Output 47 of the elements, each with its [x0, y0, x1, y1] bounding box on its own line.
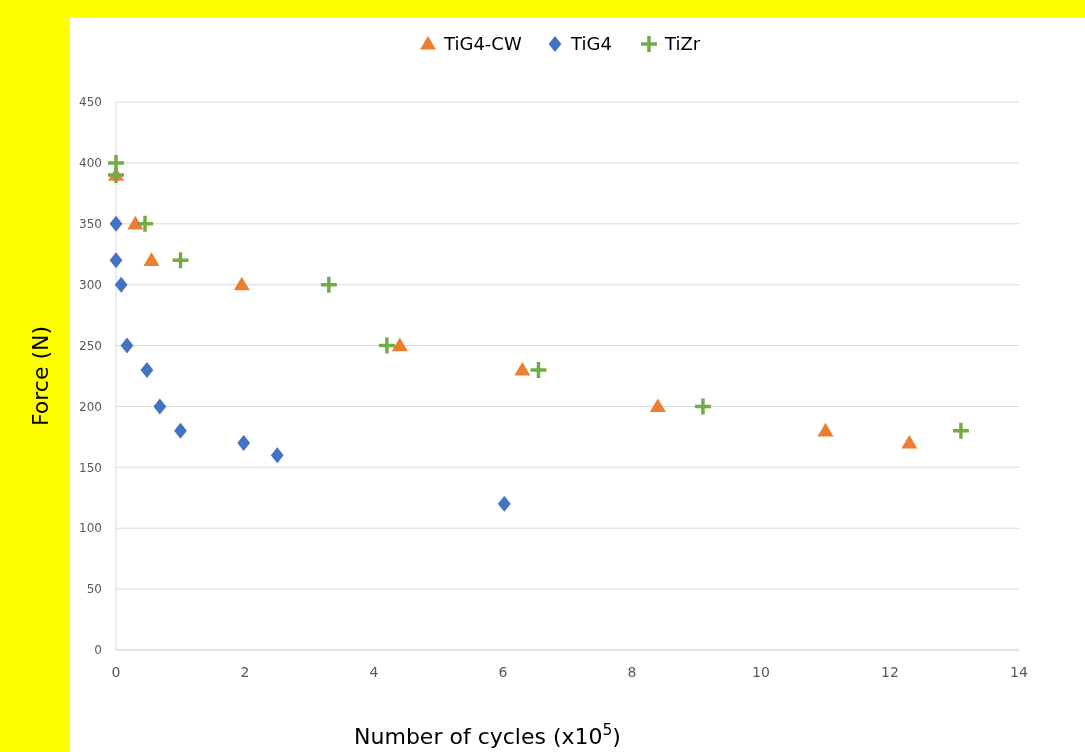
legend-label: TiG4: [570, 33, 612, 55]
point: [514, 361, 531, 376]
point: [143, 252, 160, 266]
point: [270, 447, 284, 464]
point: [170, 250, 191, 271]
point: [109, 252, 123, 269]
point: [114, 276, 128, 293]
y-tick-label: 250: [79, 338, 102, 353]
y-tick-label: 300: [79, 277, 102, 292]
y-tick-label: 150: [79, 460, 102, 475]
y-tick-label: 400: [79, 156, 102, 171]
x-tick-label: 4: [369, 664, 379, 680]
point: [377, 335, 397, 356]
y-axis-title: Force (N): [28, 325, 53, 427]
x-axis-title: Number of cycles (x10$^{5}$): [354, 721, 621, 749]
y-tick-label: 450: [79, 95, 102, 110]
x-tick-label: 14: [1010, 664, 1028, 680]
point: [153, 398, 167, 415]
x-tick-label: 0: [111, 664, 121, 680]
point: [497, 495, 511, 512]
x-tick-label: 12: [881, 664, 899, 680]
point: [120, 337, 134, 354]
x-tick-label: 6: [498, 664, 508, 680]
x-tick-label: 10: [752, 664, 770, 680]
legend-label: TiZr: [664, 33, 701, 55]
legend-label: TiG4-CW: [443, 33, 522, 55]
point: [135, 214, 155, 234]
y-tick-label: 200: [79, 399, 102, 414]
point: [391, 337, 408, 352]
y-tick-label: 100: [79, 521, 102, 536]
point: [319, 274, 339, 295]
x-tick-label: 2: [240, 664, 250, 680]
point: [649, 398, 666, 413]
point: [901, 434, 918, 449]
y-tick-label: 350: [79, 216, 102, 231]
point: [233, 276, 250, 291]
point: [174, 422, 187, 439]
point: [951, 421, 971, 441]
point: [109, 215, 123, 232]
point: [817, 422, 834, 437]
x-tick-label: 8: [627, 664, 637, 680]
point: [140, 361, 154, 378]
point: [237, 434, 251, 451]
y-tick-label: 0: [94, 643, 102, 658]
point: [693, 396, 713, 417]
y-tick-label: 50: [86, 582, 102, 597]
point: [528, 360, 549, 380]
